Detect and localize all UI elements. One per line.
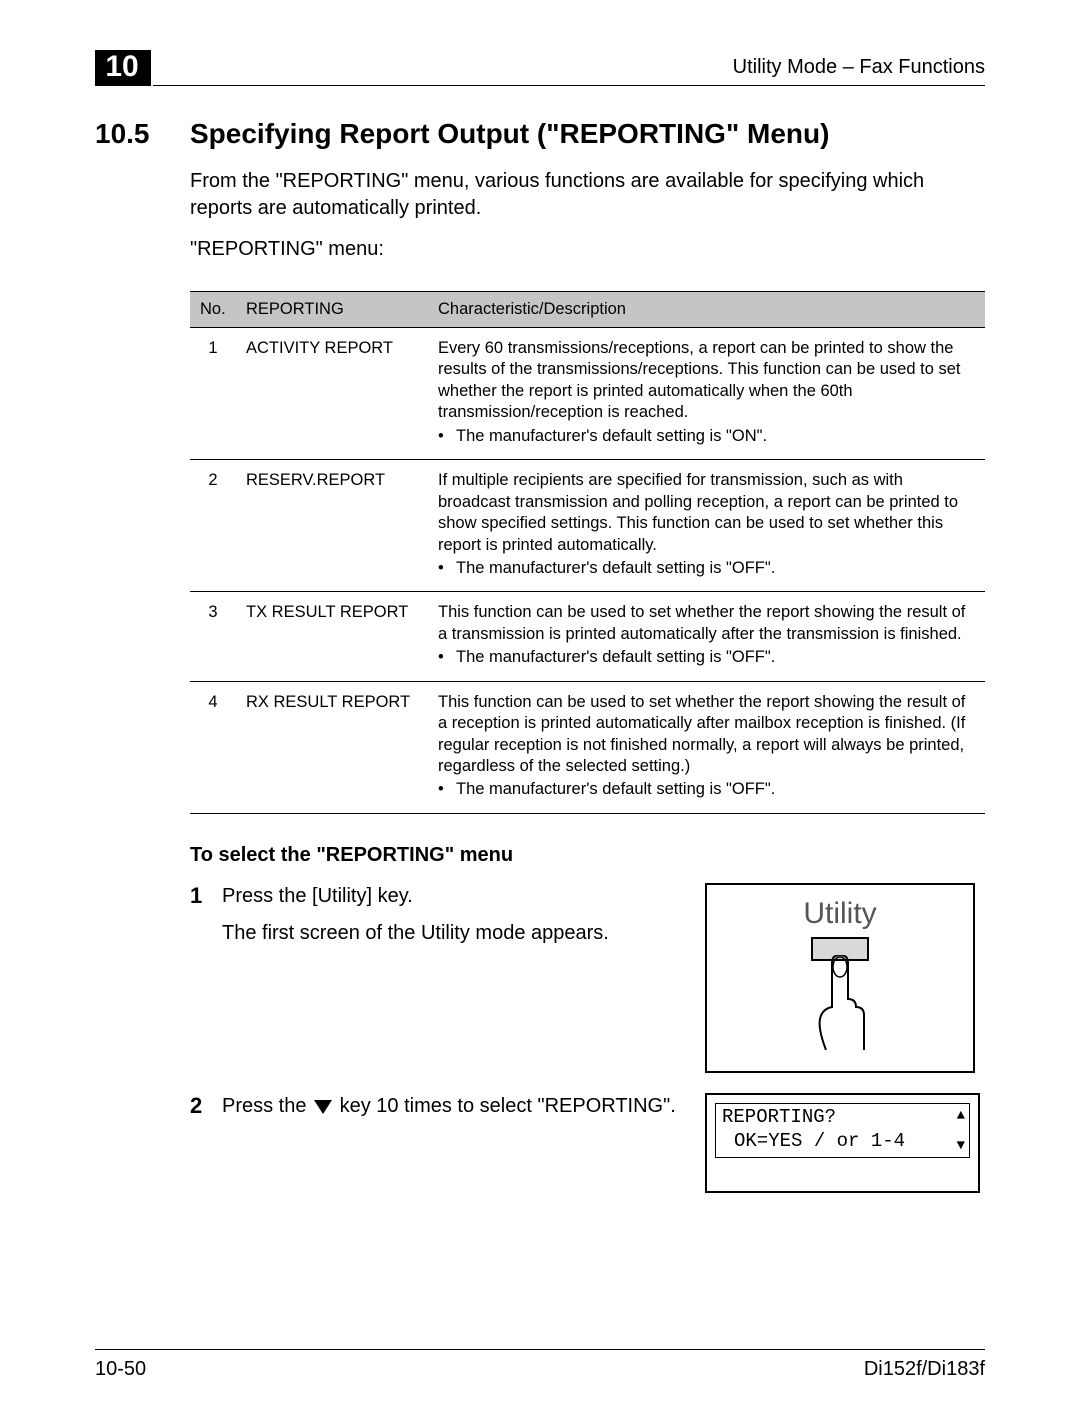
cell-no: 1 — [190, 328, 236, 460]
table-row: 3 TX RESULT REPORT This function can be … — [190, 592, 985, 681]
page-header: 10 Utility Mode – Fax Functions — [95, 50, 985, 86]
utility-label: Utility — [707, 897, 973, 931]
utility-key-illustration: Utility — [705, 883, 975, 1073]
cell-name: ACTIVITY REPORT — [236, 328, 428, 460]
intro-paragraph-1: From the "REPORTING" menu, various funct… — [190, 168, 985, 222]
down-arrow-icon — [314, 1100, 332, 1114]
subsection-title: To select the "REPORTING" menu — [190, 844, 985, 867]
table-header-row: No. REPORTING Characteristic/Description — [190, 292, 985, 328]
col-header-name: REPORTING — [236, 292, 428, 328]
table-row: 1 ACTIVITY REPORT Every 60 transmissions… — [190, 328, 985, 460]
col-header-no: No. — [190, 292, 236, 328]
footer-page-number: 10-50 — [95, 1358, 146, 1381]
desc-main: This function can be used to set whether… — [438, 693, 965, 775]
section-heading: 10.5 Specifying Report Output ("REPORTIN… — [95, 118, 985, 150]
chapter-number-box: 10 — [95, 50, 151, 86]
desc-bullet: The manufacturer's default setting is "O… — [456, 426, 767, 447]
lcd-display-illustration: REPORTING? OK=YES / or 1-4 ▲ ▼ — [705, 1093, 980, 1193]
section-title: Specifying Report Output ("REPORTING" Me… — [190, 118, 829, 150]
section-number: 10.5 — [95, 118, 190, 150]
lcd-line-1: REPORTING? — [722, 1106, 963, 1130]
cell-desc: Every 60 transmissions/receptions, a rep… — [428, 328, 985, 460]
desc-bullet: The manufacturer's default setting is "O… — [456, 779, 775, 800]
cell-no: 4 — [190, 681, 236, 813]
page-footer: 10-50 Di152f/Di183f — [95, 1349, 985, 1381]
step-number: 1 — [190, 883, 222, 1073]
step-2: 2 Press the key 10 times to select "REPO… — [190, 1093, 985, 1193]
desc-main: If multiple recipients are specified for… — [438, 471, 958, 553]
cell-no: 2 — [190, 460, 236, 592]
cell-desc: This function can be used to set whether… — [428, 681, 985, 813]
intro-paragraph-2: "REPORTING" menu: — [190, 236, 985, 263]
step-2-post: key 10 times to select "REPORTING". — [334, 1095, 676, 1117]
desc-bullet: The manufacturer's default setting is "O… — [456, 558, 775, 579]
step-number: 2 — [190, 1093, 222, 1193]
desc-main: This function can be used to set whether… — [438, 603, 965, 642]
table-row: 2 RESERV.REPORT If multiple recipients a… — [190, 460, 985, 592]
step-1-line-1: Press the [Utility] key. — [222, 883, 685, 910]
desc-main: Every 60 transmissions/receptions, a rep… — [438, 339, 960, 421]
step-2-line-1: Press the key 10 times to select "REPORT… — [222, 1093, 685, 1120]
finger-press-icon — [810, 955, 870, 1050]
col-header-desc: Characteristic/Description — [428, 292, 985, 328]
step-1-line-2: The first screen of the Utility mode app… — [222, 920, 685, 947]
table-row: 4 RX RESULT REPORT This function can be … — [190, 681, 985, 813]
cell-desc: If multiple recipients are specified for… — [428, 460, 985, 592]
bullet-icon: • — [438, 426, 456, 447]
lcd-up-arrow-icon: ▲ — [957, 1108, 965, 1126]
lcd-inner: REPORTING? OK=YES / or 1-4 ▲ ▼ — [715, 1103, 970, 1159]
footer-model: Di152f/Di183f — [864, 1358, 985, 1381]
header-section-label: Utility Mode – Fax Functions — [153, 50, 985, 86]
cell-name: RESERV.REPORT — [236, 460, 428, 592]
reporting-table: No. REPORTING Characteristic/Description… — [190, 291, 985, 814]
lcd-line-2: OK=YES / or 1-4 — [722, 1130, 963, 1154]
step-1: 1 Press the [Utility] key. The first scr… — [190, 883, 985, 1073]
bullet-icon: • — [438, 647, 456, 668]
bullet-icon: • — [438, 558, 456, 579]
lcd-down-arrow-icon: ▼ — [957, 1138, 965, 1156]
cell-desc: This function can be used to set whether… — [428, 592, 985, 681]
step-2-pre: Press the — [222, 1095, 312, 1117]
cell-name: TX RESULT REPORT — [236, 592, 428, 681]
cell-name: RX RESULT REPORT — [236, 681, 428, 813]
bullet-icon: • — [438, 779, 456, 800]
desc-bullet: The manufacturer's default setting is "O… — [456, 647, 775, 668]
cell-no: 3 — [190, 592, 236, 681]
